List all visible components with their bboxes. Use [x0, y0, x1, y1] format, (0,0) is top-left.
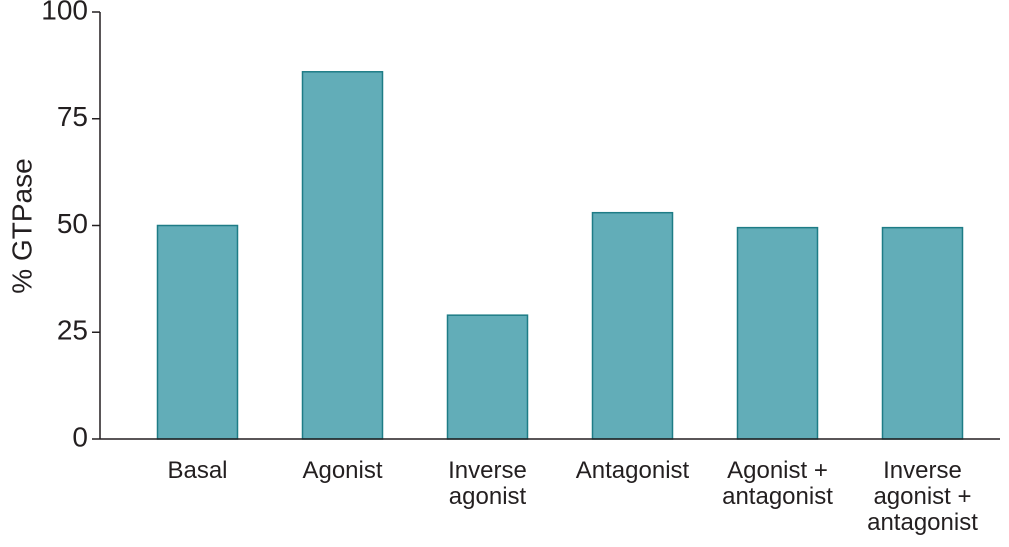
- bar: [591, 211, 674, 440]
- bar: [881, 226, 964, 440]
- y-axis-label: % GTPase: [6, 158, 37, 293]
- bar: [156, 224, 239, 440]
- x-tick-label: Basal: [167, 457, 228, 484]
- y-tick-label: 75: [57, 101, 88, 132]
- bar: [736, 226, 819, 440]
- x-tick-label: Inverse agonist + antagonist: [867, 457, 978, 536]
- x-tick-label: Agonist: [302, 457, 383, 484]
- x-tick-label: Agonist + antagonist: [722, 457, 833, 510]
- y-tick-label: 0: [72, 421, 88, 452]
- y-tick-label: 50: [57, 208, 88, 239]
- y-tick-label: 100: [41, 0, 88, 25]
- bar: [301, 71, 384, 440]
- y-tick-label: 25: [57, 315, 88, 346]
- bar: [446, 314, 529, 440]
- x-tick-label: Inverse agonist: [448, 457, 527, 510]
- x-tick-label: Antagonist: [575, 457, 690, 484]
